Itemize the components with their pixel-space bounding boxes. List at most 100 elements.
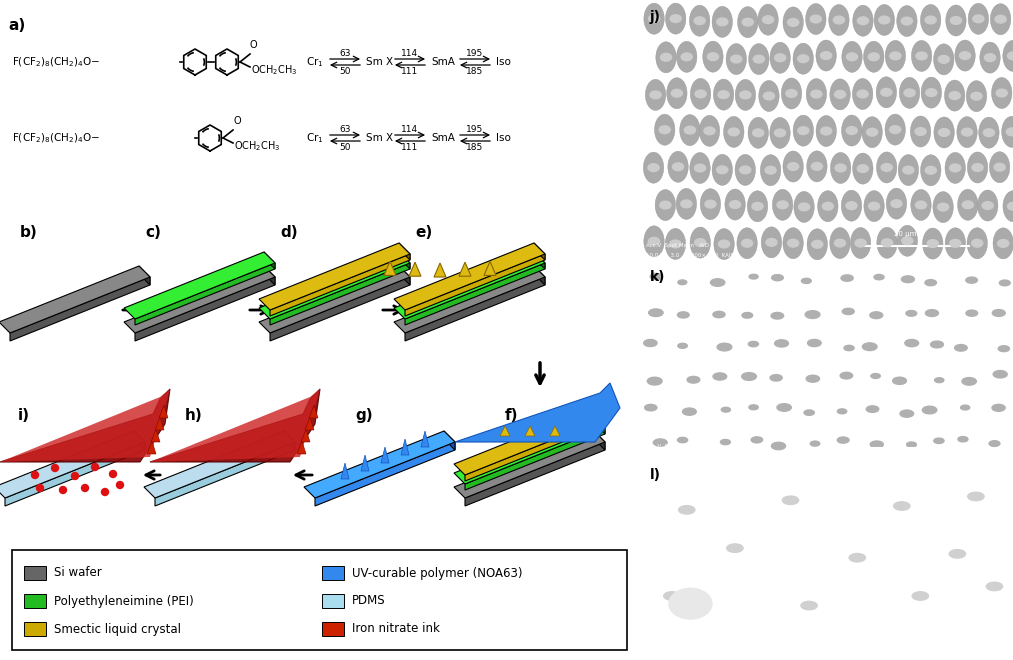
Circle shape xyxy=(925,280,936,286)
Circle shape xyxy=(862,343,877,350)
Ellipse shape xyxy=(655,189,676,220)
Ellipse shape xyxy=(1003,40,1013,71)
Circle shape xyxy=(788,18,798,26)
Circle shape xyxy=(962,378,977,385)
Circle shape xyxy=(965,277,978,283)
Circle shape xyxy=(821,51,832,59)
Polygon shape xyxy=(399,243,410,260)
Circle shape xyxy=(840,372,853,379)
Circle shape xyxy=(764,92,775,100)
Polygon shape xyxy=(444,431,455,450)
Circle shape xyxy=(678,438,688,443)
Circle shape xyxy=(960,405,969,410)
Polygon shape xyxy=(0,389,170,462)
Polygon shape xyxy=(259,252,410,319)
Text: F(CF$_2$)$_8$(CH$_2$)$_4$O$-$: F(CF$_2$)$_8$(CH$_2$)$_4$O$-$ xyxy=(12,55,100,69)
Circle shape xyxy=(670,240,681,248)
Circle shape xyxy=(989,441,1000,446)
Ellipse shape xyxy=(815,40,837,71)
Circle shape xyxy=(994,163,1005,171)
Ellipse shape xyxy=(992,77,1012,108)
Circle shape xyxy=(985,53,996,61)
Text: OCH$_2$CH$_3$: OCH$_2$CH$_3$ xyxy=(234,139,281,153)
Circle shape xyxy=(835,164,846,172)
Polygon shape xyxy=(315,442,455,506)
Ellipse shape xyxy=(886,188,907,219)
Ellipse shape xyxy=(874,5,894,36)
Polygon shape xyxy=(484,261,496,275)
Ellipse shape xyxy=(876,152,897,183)
Ellipse shape xyxy=(853,79,873,110)
Circle shape xyxy=(659,201,671,209)
Ellipse shape xyxy=(945,228,965,259)
Circle shape xyxy=(870,441,883,448)
Ellipse shape xyxy=(864,191,884,222)
Circle shape xyxy=(935,378,944,383)
Ellipse shape xyxy=(691,79,711,110)
Circle shape xyxy=(857,90,868,98)
Circle shape xyxy=(926,88,937,96)
Ellipse shape xyxy=(897,5,917,36)
Circle shape xyxy=(752,203,763,210)
Circle shape xyxy=(967,492,984,501)
Ellipse shape xyxy=(933,191,953,222)
Circle shape xyxy=(753,129,764,137)
Circle shape xyxy=(889,125,901,133)
Ellipse shape xyxy=(817,191,838,222)
Text: k): k) xyxy=(649,270,666,284)
Circle shape xyxy=(823,203,834,210)
Text: Cr$_1$: Cr$_1$ xyxy=(306,55,324,69)
Ellipse shape xyxy=(783,228,803,259)
Circle shape xyxy=(650,91,661,99)
Circle shape xyxy=(998,240,1009,248)
Circle shape xyxy=(983,202,994,209)
Circle shape xyxy=(996,89,1007,97)
Polygon shape xyxy=(264,252,275,269)
Ellipse shape xyxy=(978,190,998,221)
Ellipse shape xyxy=(899,154,919,185)
Ellipse shape xyxy=(666,228,686,259)
Circle shape xyxy=(838,437,849,443)
Ellipse shape xyxy=(990,152,1010,183)
Circle shape xyxy=(679,506,695,514)
Ellipse shape xyxy=(993,228,1013,259)
Circle shape xyxy=(648,309,664,317)
Text: Polyethyleneimine (PEI): Polyethyleneimine (PEI) xyxy=(54,595,193,607)
Text: OCH$_2$CH$_3$: OCH$_2$CH$_3$ xyxy=(251,63,298,77)
Circle shape xyxy=(787,240,798,247)
Ellipse shape xyxy=(723,116,744,147)
Circle shape xyxy=(653,439,668,446)
Circle shape xyxy=(775,54,786,61)
Ellipse shape xyxy=(877,227,898,258)
Circle shape xyxy=(717,18,727,26)
Circle shape xyxy=(749,341,759,347)
Polygon shape xyxy=(270,254,410,316)
Ellipse shape xyxy=(772,189,793,220)
Circle shape xyxy=(902,237,913,245)
Ellipse shape xyxy=(911,189,931,220)
Circle shape xyxy=(798,127,808,135)
Circle shape xyxy=(903,166,914,174)
Polygon shape xyxy=(534,266,545,285)
Ellipse shape xyxy=(885,40,906,71)
Circle shape xyxy=(993,310,1005,316)
Circle shape xyxy=(881,239,892,247)
Ellipse shape xyxy=(655,42,677,73)
Circle shape xyxy=(643,339,657,346)
Polygon shape xyxy=(465,428,605,490)
Circle shape xyxy=(925,16,936,24)
Text: O: O xyxy=(233,116,241,126)
Polygon shape xyxy=(384,261,396,275)
Circle shape xyxy=(728,128,739,136)
Circle shape xyxy=(900,410,914,417)
Ellipse shape xyxy=(967,228,988,259)
Polygon shape xyxy=(284,431,295,450)
Bar xyxy=(322,566,344,580)
Polygon shape xyxy=(0,389,170,462)
Circle shape xyxy=(771,312,784,319)
Ellipse shape xyxy=(921,154,941,186)
Ellipse shape xyxy=(944,80,965,111)
Ellipse shape xyxy=(749,44,769,75)
Circle shape xyxy=(838,409,847,414)
Ellipse shape xyxy=(700,189,720,220)
